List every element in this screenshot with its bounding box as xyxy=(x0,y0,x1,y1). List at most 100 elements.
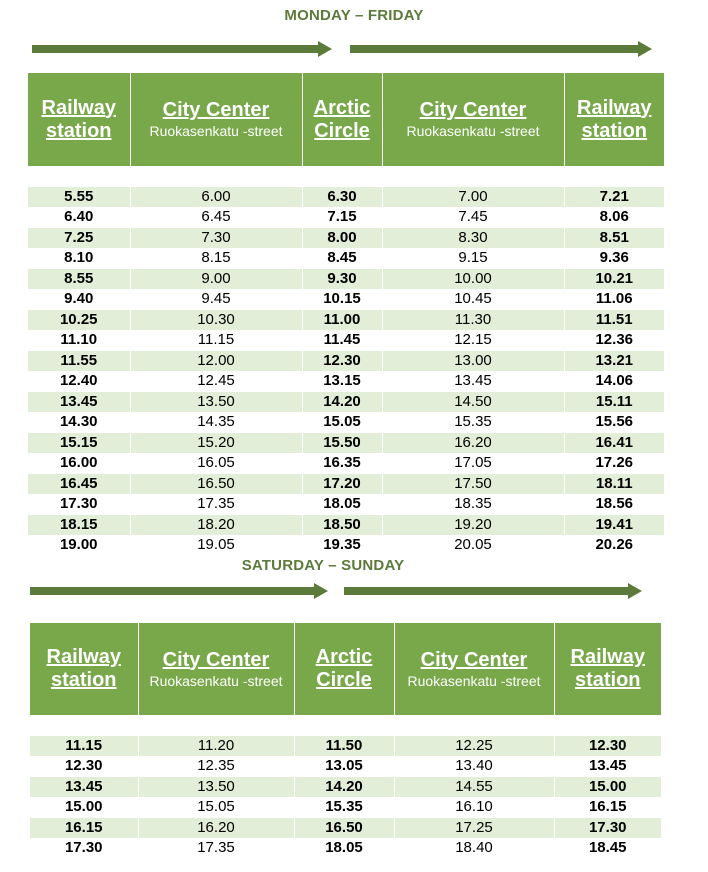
time-cell: 17.26 xyxy=(563,453,664,474)
time-cell: 19.41 xyxy=(563,514,664,535)
time-cell: 19.00 xyxy=(59,536,98,554)
time-cell: 17.30 xyxy=(64,839,103,857)
column-header-subtitle: Ruokasenkatu -street xyxy=(406,123,540,139)
time-cell: 6.30 xyxy=(301,186,382,207)
table-row: 11.55 12.00 12.30 13.00 13.21 xyxy=(28,350,664,371)
time-cell: 14.55 xyxy=(393,776,554,797)
time-cell: 18.20 xyxy=(129,514,302,535)
table-row: 12.30 12.35 13.05 13.40 13.45 xyxy=(30,756,661,777)
time-cell: 15.00 xyxy=(553,776,661,797)
table-row: 12.40 12.45 13.15 13.45 14.06 xyxy=(28,371,664,392)
time-cell: 7.45 xyxy=(381,207,564,228)
table-row: 16.15 16.20 16.50 17.25 17.30 xyxy=(30,817,661,838)
weekend-timetable: Railway station City Center Ruokasenkatu -… xyxy=(30,623,661,859)
table-row: 5.55 6.00 6.30 7.00 7.21 xyxy=(28,186,664,207)
table-row: 14.30 14.35 15.05 15.35 15.56 xyxy=(28,412,664,433)
column-header-title: Railway station xyxy=(570,646,645,691)
time-cell: 11.15 xyxy=(30,735,138,756)
time-cell: 12.35 xyxy=(137,756,294,777)
time-cell: 9.36 xyxy=(563,248,664,269)
time-cell: 18.15 xyxy=(28,514,130,535)
column-header-subtitle: Ruokasenkatu -street xyxy=(407,672,541,689)
time-cell: 10.00 xyxy=(381,268,564,289)
time-cell: 15.56 xyxy=(563,412,664,433)
time-cell: 8.06 xyxy=(563,207,664,228)
table-row: 17.30 17.35 18.05 18.40 18.45 xyxy=(30,838,661,859)
arrow-right-icon xyxy=(32,41,332,57)
time-cell: 17.35 xyxy=(129,494,302,515)
time-cell: 15.05 xyxy=(301,412,382,433)
time-cell: 17.35 xyxy=(137,838,294,859)
time-cell: 12.25 xyxy=(393,735,554,756)
time-cell: 8.51 xyxy=(563,227,664,248)
weekend-title: SATURDAY – SUNDAY xyxy=(241,557,405,574)
time-cell: 17.20 xyxy=(301,473,382,494)
time-cell: 17.30 xyxy=(553,817,661,838)
time-cell: 11.00 xyxy=(301,309,382,330)
time-cell: 12.30 xyxy=(301,350,382,371)
header-row: Railway station City Center Ruokasenkatu -… xyxy=(30,623,661,715)
time-cell: 12.40 xyxy=(59,372,98,390)
column-header: Arctic Circle xyxy=(293,623,394,715)
time-cell: 12.15 xyxy=(381,330,564,351)
column-header-title: City Center xyxy=(419,99,527,121)
table-row: 15.00 15.05 15.35 16.10 16.15 xyxy=(30,797,661,818)
time-cell: 16.15 xyxy=(553,797,661,818)
time-cell: 14.30 xyxy=(59,413,98,431)
time-cell: 13.21 xyxy=(563,350,664,371)
time-cell: 11.06 xyxy=(563,289,664,310)
header-row: Railway station City Center Ruokasenkatu -… xyxy=(28,73,664,166)
time-cell: 19.35 xyxy=(301,535,382,556)
time-cell: 14.50 xyxy=(381,391,564,412)
column-header: City Center Ruokasenkatu -street xyxy=(129,73,302,166)
time-cell: 6.40 xyxy=(64,208,94,226)
time-cell: 15.35 xyxy=(293,797,394,818)
weekday-title: MONDAY – FRIDAY xyxy=(284,7,424,24)
time-cell: 19.20 xyxy=(381,514,564,535)
weekend-rows: 11.15 11.20 11.50 12.25 12.30 12.30 12.35 13.05… xyxy=(30,715,661,859)
arrow-right-icon xyxy=(30,583,328,599)
time-cell: 15.11 xyxy=(563,391,664,412)
time-cell: 17.25 xyxy=(393,817,554,838)
time-cell: 16.35 xyxy=(301,453,382,474)
time-cell: 18.45 xyxy=(553,838,661,859)
table-row: 9.40 9.45 10.15 10.45 11.06 xyxy=(28,289,664,310)
time-cell: 18.11 xyxy=(563,473,664,494)
table-row: 8.55 9.00 9.30 10.00 10.21 xyxy=(28,268,664,289)
column-header: Railway station xyxy=(563,73,664,166)
column-header: City Center Ruokasenkatu -street xyxy=(381,73,564,166)
time-cell: 15.00 xyxy=(64,798,103,816)
time-cell: 18.50 xyxy=(301,514,382,535)
time-cell: 13.45 xyxy=(28,391,130,412)
column-header-title: Railway station xyxy=(577,96,652,142)
time-cell: 17.05 xyxy=(381,453,564,474)
time-cell: 13.40 xyxy=(393,756,554,777)
time-cell: 19.05 xyxy=(129,535,302,556)
time-cell: 15.15 xyxy=(28,432,130,453)
time-cell: 18.05 xyxy=(301,494,382,515)
time-cell: 7.21 xyxy=(563,186,664,207)
time-cell: 8.45 xyxy=(301,248,382,269)
time-cell: 13.15 xyxy=(301,371,382,392)
time-cell: 16.05 xyxy=(129,453,302,474)
time-cell: 13.45 xyxy=(553,756,661,777)
time-cell: 16.10 xyxy=(393,797,554,818)
time-cell: 13.05 xyxy=(293,756,394,777)
time-cell: 7.30 xyxy=(129,227,302,248)
column-header-title: Railway station xyxy=(46,646,121,691)
time-cell: 13.00 xyxy=(381,350,564,371)
weekday-rows: 5.55 6.00 6.30 7.00 7.21 6.40 6.45 7.15 7.45 8.06… xyxy=(28,166,664,556)
table-row: 15.15 15.20 15.50 16.20 16.41 xyxy=(28,432,664,453)
time-cell: 10.25 xyxy=(28,309,130,330)
column-header-title: Arctic Circle xyxy=(313,96,371,142)
time-cell: 16.45 xyxy=(28,473,130,494)
time-cell: 20.26 xyxy=(563,535,664,556)
time-cell: 15.20 xyxy=(129,432,302,453)
time-cell: 18.40 xyxy=(393,838,554,859)
column-header-title: City Center xyxy=(162,648,270,671)
table-row: 7.25 7.30 8.00 8.30 8.51 xyxy=(28,227,664,248)
time-cell: 6.00 xyxy=(129,186,302,207)
time-cell: 7.25 xyxy=(28,227,130,248)
table-row: 16.00 16.05 16.35 17.05 17.26 xyxy=(28,453,664,474)
time-cell: 8.55 xyxy=(28,268,130,289)
